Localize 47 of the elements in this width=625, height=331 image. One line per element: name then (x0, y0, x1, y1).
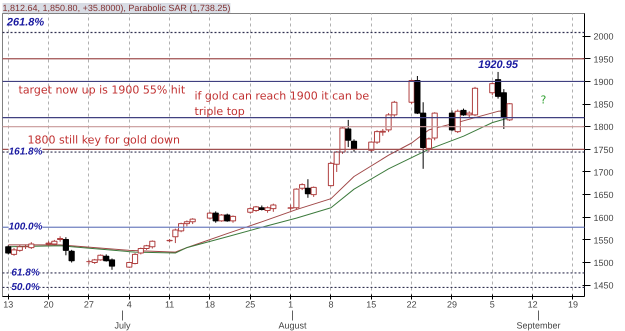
annotation: 50.0% (11, 282, 40, 293)
annotation: target now up is 1900 55% hit (18, 84, 186, 96)
y-tick-label: 1500 (594, 258, 614, 268)
x-tick-label: 15 (366, 300, 376, 310)
x-tick-label: 29 (446, 300, 457, 310)
x-tick-label: 11 (164, 300, 174, 310)
x-tick-label: 5 (490, 300, 495, 310)
y-tick-label: 1850 (594, 100, 614, 110)
y-tick-label: 1600 (594, 212, 614, 223)
x-tick-label: 4 (126, 300, 132, 310)
x-tick-label: 8 (328, 300, 334, 310)
x-tick-label: 12 (528, 300, 538, 310)
candlestick (408, 79, 415, 105)
x-tick-label: 25 (245, 300, 256, 310)
candlestick (506, 102, 513, 122)
annotation: ? (540, 94, 546, 106)
candlestick (212, 210, 219, 224)
x-tick-label: 20 (44, 300, 54, 310)
candlestick (489, 82, 496, 96)
text: September (516, 320, 561, 330)
x-tick-label: 27 (84, 300, 94, 310)
y-tick-label: 1650 (594, 190, 614, 200)
annotation: if gold can reach 1900 it can be triple top (194, 90, 370, 118)
y-tick-label: 1900 (594, 76, 614, 87)
x-tick-label: 19 (568, 300, 578, 310)
annotation: 1800 still key for gold down (28, 134, 180, 146)
x-tick-label: 22 (406, 300, 417, 310)
y-tick-label: 1450 (594, 280, 614, 291)
y-tick-label: 1700 (594, 167, 614, 178)
candlestick (310, 186, 317, 198)
x-tick-label: 1 (288, 300, 294, 310)
annotation: 161.8% (8, 146, 43, 158)
annotation: 261.8% (6, 16, 44, 29)
annotation: 100.0% (8, 222, 43, 233)
y-tick-label: 2000 (594, 32, 614, 42)
y-tick-label: 1750 (594, 144, 614, 155)
y-tick-label: 1800 (594, 122, 614, 132)
text: July (114, 320, 131, 330)
chart-title: 1,812.64, 1,850.80, +35.8000), Parabolic SAR (1,738.25) (2, 3, 230, 13)
text: August (278, 320, 308, 330)
annotation: 1920.95 (478, 58, 519, 71)
x-tick-label: 13 (3, 300, 14, 310)
y-tick-label: 1950 (594, 54, 614, 64)
candlestick (5, 244, 12, 255)
x-tick-label: 18 (204, 300, 215, 310)
y-tick-label: 1550 (594, 235, 614, 246)
annotation: 61.8% (11, 267, 40, 278)
